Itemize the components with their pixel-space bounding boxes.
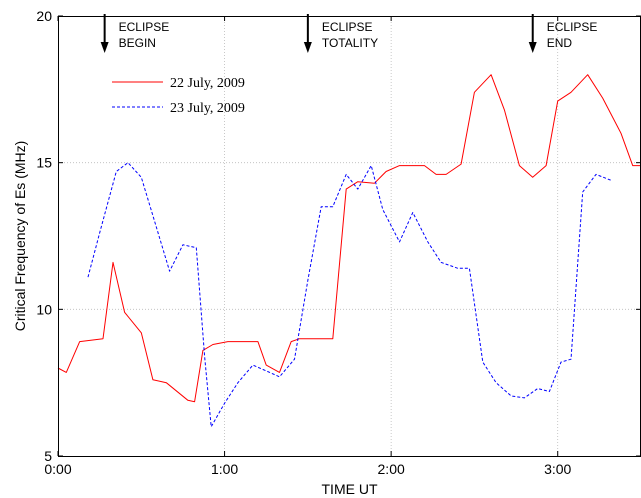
series-lines [57, 74, 641, 428]
x-tick-label: 1:00 [211, 461, 238, 477]
x-tick-label: 2:00 [378, 461, 405, 477]
grid [58, 16, 641, 456]
x-tick-label: 0:00 [44, 461, 71, 477]
series-line-2 [87, 162, 612, 428]
eclipse-annotation-text: ECLIPSE [547, 20, 598, 34]
x-axis-title: TIME UT [322, 481, 378, 497]
x-tick-label: 3:00 [544, 461, 571, 477]
eclipse-annotation-text: BEGIN [119, 36, 156, 50]
legend-label-1: 22 July, 2009 [170, 76, 245, 91]
y-tick-label: 20 [36, 8, 52, 24]
legend: 22 July, 2009 23 July, 2009 [112, 76, 245, 116]
axis-ticks: 0:00 1:00 2:00 3:00 5 10 15 20 [36, 8, 641, 477]
y-axis-title: Critical Frequency of Es (MHz) [12, 141, 28, 332]
eclipse-arrow-head [100, 42, 109, 53]
eclipse-annotation-text: ECLIPSE [322, 20, 373, 34]
eclipse-annotation-text: END [547, 36, 573, 50]
y-tick-label: 15 [36, 155, 52, 171]
series-line-1 [57, 74, 641, 403]
legend-label-2: 23 July, 2009 [170, 101, 245, 116]
eclipse-annotation-text: ECLIPSE [119, 20, 170, 34]
y-tick-label: 5 [44, 448, 52, 464]
eclipse-annotation-text: TOTALITY [322, 36, 378, 50]
eclipse-arrow-head [303, 42, 312, 53]
eclipse-annotations: ECLIPSE BEGIN ECLIPSE TOTALITY ECLIPSE END [100, 14, 598, 53]
eclipse-arrow-head [528, 42, 537, 53]
y-tick-label: 10 [36, 301, 52, 317]
